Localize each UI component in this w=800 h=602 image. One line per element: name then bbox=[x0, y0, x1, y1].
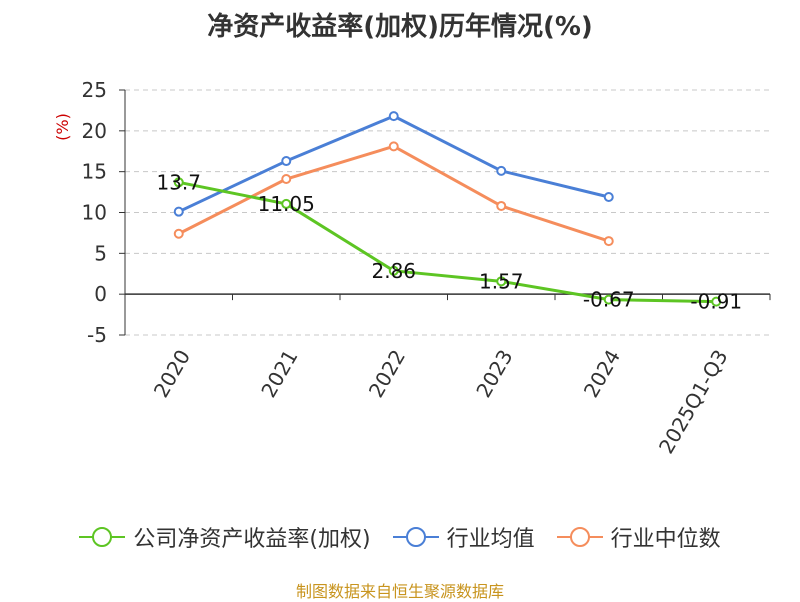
legend-label: 行业中位数 bbox=[610, 527, 721, 552]
data-label: 11.05 bbox=[258, 192, 315, 216]
series-line bbox=[178, 180, 717, 304]
legend-marker-icon bbox=[556, 527, 603, 547]
y-tick-label: 5 bbox=[94, 241, 107, 265]
data-point bbox=[603, 236, 614, 247]
legend-label: 行业均值 bbox=[446, 527, 535, 552]
legend-marker-icon bbox=[79, 527, 126, 547]
data-point bbox=[388, 141, 399, 152]
legend-marker-icon bbox=[392, 527, 439, 547]
legend: 公司净资产收益率(加权) 行业均值 行业中位数 bbox=[0, 520, 800, 554]
data-point bbox=[603, 294, 614, 305]
data-point bbox=[281, 198, 292, 209]
x-tick-label: 2023 bbox=[471, 346, 517, 402]
source-note: 制图数据来自恒生聚源数据库 bbox=[295, 582, 504, 601]
data-point bbox=[388, 111, 399, 122]
series-line bbox=[178, 144, 610, 243]
data-point bbox=[173, 177, 184, 188]
data-point bbox=[496, 165, 507, 176]
y-tick-label: -5 bbox=[87, 323, 107, 347]
x-tick-label: 2021 bbox=[256, 346, 302, 402]
legend-item[interactable]: 行业中位数 bbox=[556, 521, 721, 553]
data-point bbox=[173, 206, 184, 217]
data-label: 2.86 bbox=[371, 259, 416, 283]
data-label: -0.67 bbox=[583, 288, 635, 312]
data-point bbox=[173, 228, 184, 239]
x-tick-label: 2022 bbox=[364, 346, 410, 402]
y-tick-label: 15 bbox=[82, 160, 107, 184]
y-axis-label: (%) bbox=[53, 113, 72, 141]
legend-item[interactable]: 行业均值 bbox=[392, 521, 535, 553]
data-point bbox=[388, 265, 399, 276]
y-tick-label: 20 bbox=[82, 119, 107, 143]
y-tick-label: 0 bbox=[94, 282, 107, 306]
data-label: 13.7 bbox=[156, 170, 201, 194]
data-label: 1.57 bbox=[479, 269, 524, 293]
data-point bbox=[603, 191, 614, 202]
data-point bbox=[496, 200, 507, 211]
data-point bbox=[711, 296, 722, 307]
legend-label: 公司净资产收益率(加权) bbox=[133, 527, 371, 552]
chart-title: 净资产收益率(加权)历年情况(%) bbox=[207, 12, 593, 42]
x-tick-label: 2020 bbox=[149, 346, 195, 402]
data-point bbox=[496, 276, 507, 287]
y-tick-label: 25 bbox=[82, 78, 107, 102]
y-tick-label: 10 bbox=[82, 201, 107, 225]
data-point bbox=[281, 174, 292, 185]
data-point bbox=[281, 156, 292, 167]
x-tick-label: 2025Q1-Q3 bbox=[654, 346, 733, 458]
x-tick-label: 2024 bbox=[579, 346, 625, 402]
legend-item[interactable]: 公司净资产收益率(加权) bbox=[79, 521, 371, 553]
data-label: -0.91 bbox=[690, 290, 742, 314]
